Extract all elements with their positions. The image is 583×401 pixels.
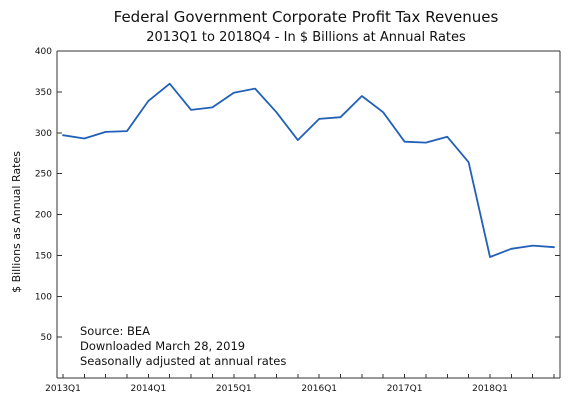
x-tick-label: 2014Q1 [131,384,167,394]
series-line-0 [62,82,555,258]
y-tick-label: 50 [41,333,53,343]
y-axis-label: $ Billions as Annual Rates [10,151,23,293]
y-tick-label: 400 [35,47,52,57]
y-tick-label: 100 [35,292,52,302]
seasonal-note: Seasonally adjusted at annual rates [80,354,286,368]
x-tick-label: 2015Q1 [216,384,252,394]
y-tick-label: 300 [35,129,52,139]
source-note: Source: BEA [80,324,150,338]
y-tick-label: 150 [35,251,52,261]
series-group [62,82,555,258]
y-tick-label: 350 [35,88,52,98]
chart-title: Federal Government Corporate Profit Tax … [114,8,499,26]
x-axis-ticks: 2013Q1 2014Q1 2015Q1 2016Q1 2017Q1 2018Q1 [45,374,555,394]
download-note: Downloaded March 28, 2019 [80,339,245,353]
y-tick-label: 250 [35,170,52,180]
x-tick-label: 2016Q1 [301,384,337,394]
chart-subtitle: 2013Q1 to 2018Q4 - In $ Billions at Annu… [146,30,466,45]
x-tick-label: 2018Q1 [472,384,508,394]
y-tick-label: 200 [35,211,52,221]
x-tick-label: 2017Q1 [387,384,423,394]
x-tick-label: 2013Q1 [45,384,81,394]
y-axis-ticks: 50 100 150 200 250 300 350 400 [35,47,560,343]
